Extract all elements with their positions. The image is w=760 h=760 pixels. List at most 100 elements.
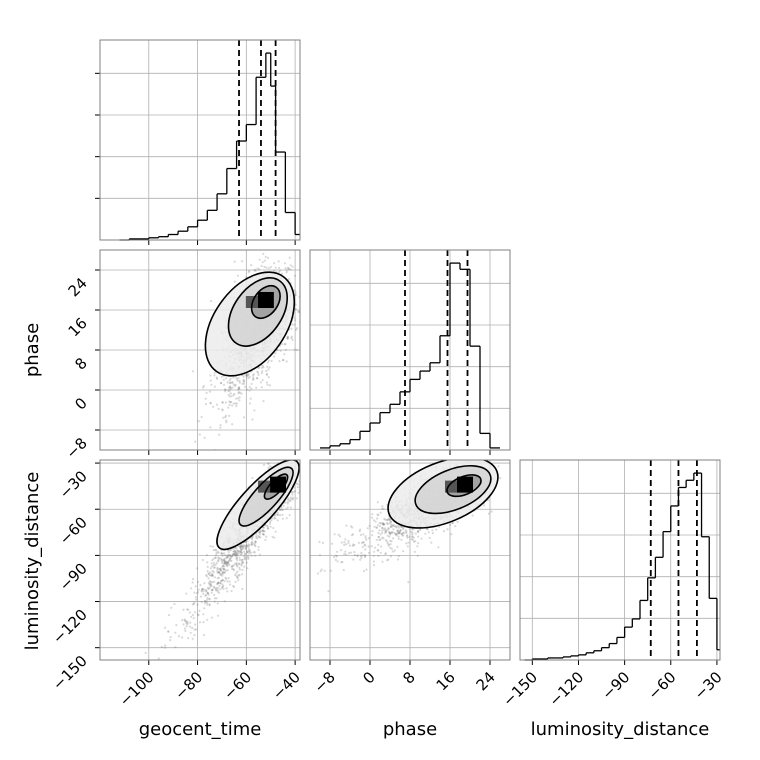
- sample-point-lumdist-vs-geocent-time-501: [238, 556, 241, 559]
- sample-point-lumdist-vs-phase-587: [377, 543, 380, 546]
- sample-point-lumdist-vs-geocent-time-1068: [218, 568, 221, 571]
- sample-point-phase-vs-geocent-time-256: [259, 381, 262, 384]
- sample-point-phase-vs-geocent-time-707: [221, 401, 224, 404]
- sample-point-lumdist-vs-geocent-time-1493: [194, 585, 197, 588]
- sample-point-lumdist-vs-phase-467: [342, 568, 345, 572]
- sample-point-phase-vs-geocent-time-775: [297, 310, 300, 313]
- sample-point-lumdist-vs-geocent-time-472: [244, 557, 247, 560]
- sample-point-phase-vs-geocent-time-1428: [287, 268, 290, 271]
- sample-point-lumdist-vs-geocent-time-1238: [246, 550, 249, 553]
- sample-point-lumdist-vs-geocent-time-840: [241, 561, 245, 564]
- sample-point-lumdist-vs-geocent-time-286: [213, 586, 216, 590]
- sample-point-lumdist-vs-geocent-time-640: [216, 569, 219, 572]
- sample-point-lumdist-vs-geocent-time-464: [243, 550, 246, 554]
- sample-point-phase-vs-geocent-time-1324: [285, 360, 288, 363]
- sample-point-lumdist-vs-geocent-time-603: [241, 545, 244, 548]
- sample-point-lumdist-vs-geocent-time-495: [217, 570, 220, 574]
- sample-point-lumdist-vs-phase-1070: [451, 521, 454, 525]
- sample-point-phase-vs-geocent-time-923: [218, 433, 221, 436]
- sample-point-lumdist-vs-geocent-time-1286: [256, 537, 259, 540]
- sample-point-lumdist-vs-geocent-time-1453: [213, 576, 216, 579]
- sample-point-lumdist-vs-geocent-time-863: [247, 545, 250, 548]
- sample-point-phase-vs-geocent-time-129: [260, 386, 263, 389]
- sample-point-lumdist-vs-phase-39: [362, 541, 366, 544]
- sample-point-lumdist-vs-geocent-time-1256: [193, 611, 197, 614]
- sample-point-lumdist-vs-phase-1175: [365, 538, 368, 541]
- sample-point-phase-vs-geocent-time-1360: [229, 377, 232, 380]
- sample-point-lumdist-vs-geocent-time-314: [231, 567, 234, 571]
- sample-point-lumdist-vs-geocent-time-121: [216, 567, 219, 571]
- sample-point-lumdist-vs-geocent-time-802: [222, 567, 225, 570]
- sample-point-lumdist-vs-geocent-time-828: [234, 580, 237, 584]
- sample-point-phase-vs-geocent-time-1236: [243, 416, 246, 419]
- sample-point-lumdist-vs-geocent-time-332: [218, 584, 221, 587]
- sample-point-lumdist-vs-geocent-time-853: [226, 580, 229, 583]
- sample-point-phase-vs-geocent-time-209: [291, 265, 294, 268]
- sample-point-phase-vs-geocent-time-798: [230, 395, 233, 398]
- sample-point-phase-vs-geocent-time-1366: [224, 401, 227, 404]
- sample-point-lumdist-vs-phase-578: [388, 518, 391, 521]
- sample-point-phase-vs-geocent-time-854: [268, 384, 271, 387]
- sample-point-lumdist-vs-phase-4: [386, 540, 389, 543]
- sample-point-lumdist-vs-phase-699: [370, 516, 374, 519]
- sample-point-phase-vs-geocent-time-577: [228, 390, 231, 393]
- sample-point-phase-vs-geocent-time-146: [220, 375, 223, 378]
- sample-point-lumdist-vs-geocent-time-649: [262, 533, 265, 536]
- sample-point-lumdist-vs-geocent-time-1255: [237, 545, 240, 548]
- sample-point-lumdist-vs-phase-128: [499, 477, 502, 480]
- sample-point-lumdist-vs-phase-131: [397, 555, 400, 558]
- sample-point-phase-vs-geocent-time-1491: [263, 259, 266, 262]
- sample-point-lumdist-vs-phase-546: [353, 553, 356, 557]
- sample-point-lumdist-vs-phase-1194: [372, 554, 375, 558]
- sample-point-phase-vs-geocent-time-652: [232, 402, 235, 405]
- sample-point-lumdist-vs-geocent-time-583: [285, 517, 288, 520]
- sample-point-lumdist-vs-phase-17: [418, 528, 422, 532]
- sample-point-lumdist-vs-phase-1296: [401, 534, 405, 537]
- sample-point-phase-vs-geocent-time-1319: [257, 241, 259, 243]
- sample-point-phase-vs-geocent-time-1350: [237, 392, 240, 395]
- sample-point-phase-vs-geocent-time-702: [258, 268, 261, 271]
- sample-point-lumdist-vs-phase-286: [382, 537, 385, 540]
- sample-point-lumdist-vs-geocent-time-1012: [254, 545, 257, 548]
- sample-point-lumdist-vs-phase-280: [397, 535, 400, 538]
- sample-point-lumdist-vs-phase-1346: [383, 523, 386, 526]
- x-tick-label-luminosity_distance-3: −60: [644, 668, 679, 703]
- sample-point-lumdist-vs-geocent-time-803: [234, 551, 237, 555]
- sample-point-lumdist-vs-geocent-time-650: [244, 545, 247, 548]
- sample-point-lumdist-vs-geocent-time-1408: [232, 553, 235, 556]
- sample-point-lumdist-vs-geocent-time-1247: [205, 598, 209, 601]
- sample-point-lumdist-vs-geocent-time-1419: [203, 602, 206, 605]
- sample-point-lumdist-vs-geocent-time-267: [195, 592, 198, 595]
- sample-point-lumdist-vs-geocent-time-379: [222, 587, 225, 591]
- sample-point-lumdist-vs-geocent-time-26: [216, 583, 219, 586]
- sample-point-lumdist-vs-geocent-time-727: [250, 541, 253, 544]
- sample-point-lumdist-vs-geocent-time-1037: [204, 594, 207, 597]
- sample-point-lumdist-vs-geocent-time-1189: [285, 507, 288, 510]
- sample-point-lumdist-vs-geocent-time-817: [215, 597, 218, 600]
- sample-point-lumdist-vs-geocent-time-1487: [221, 554, 224, 557]
- sample-point-lumdist-vs-geocent-time-310: [173, 602, 176, 606]
- sample-point-lumdist-vs-geocent-time-1277: [226, 561, 230, 564]
- sample-point-phase-vs-geocent-time-1023: [294, 307, 297, 311]
- sample-point-lumdist-vs-geocent-time-913: [219, 568, 222, 571]
- sample-point-phase-vs-geocent-time-1198: [213, 374, 216, 377]
- sample-point-lumdist-vs-geocent-time-784: [228, 554, 232, 557]
- sample-point-phase-vs-geocent-time-793: [273, 355, 276, 358]
- sample-point-lumdist-vs-geocent-time-1485: [191, 613, 195, 617]
- sample-point-phase-vs-geocent-time-530: [229, 388, 232, 391]
- sample-point-lumdist-vs-geocent-time-99: [232, 584, 235, 588]
- sample-point-phase-vs-geocent-time-193: [230, 401, 233, 404]
- sample-point-lumdist-vs-geocent-time-1165: [221, 586, 224, 589]
- sample-point-phase-vs-geocent-time-84: [260, 371, 263, 375]
- sample-point-lumdist-vs-geocent-time-1166: [234, 562, 237, 565]
- sample-point-lumdist-vs-geocent-time-1282: [288, 514, 291, 517]
- sample-point-lumdist-vs-geocent-time-1168: [185, 622, 188, 625]
- sample-point-lumdist-vs-geocent-time-896: [227, 562, 230, 565]
- sample-point-phase-vs-geocent-time-1410: [294, 319, 297, 322]
- sample-point-lumdist-vs-geocent-time-610: [223, 559, 226, 563]
- sample-point-lumdist-vs-geocent-time-609: [261, 529, 265, 533]
- sample-point-lumdist-vs-phase-81: [397, 526, 400, 529]
- sample-point-lumdist-vs-phase-638: [360, 552, 363, 555]
- sample-point-lumdist-vs-geocent-time-199: [257, 531, 260, 534]
- sample-point-lumdist-vs-geocent-time-725: [278, 508, 281, 512]
